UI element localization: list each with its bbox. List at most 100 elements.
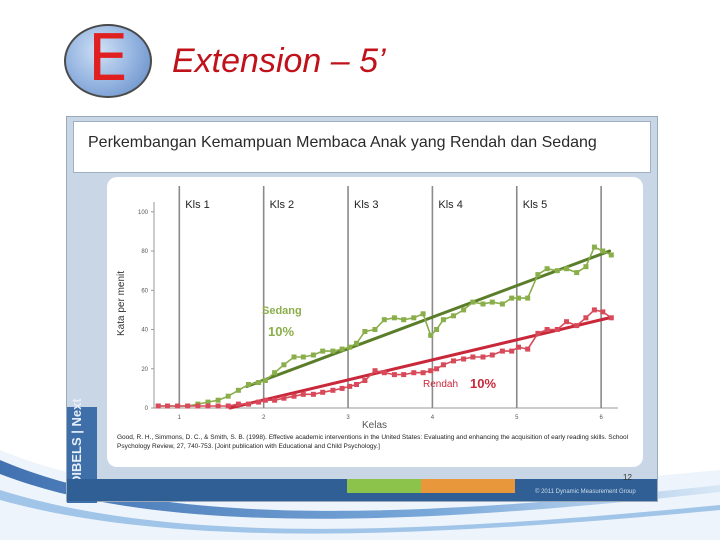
y-axis-label: Kata per menit <box>116 271 127 336</box>
data-point-sedang <box>440 317 446 323</box>
data-point-rendah <box>489 352 495 358</box>
trendline-rendah <box>228 316 612 410</box>
data-point-rendah <box>256 399 262 405</box>
data-point-rendah <box>330 387 336 393</box>
data-point-rendah <box>420 370 426 376</box>
data-point-sedang <box>300 354 306 360</box>
data-point-rendah <box>434 366 440 372</box>
data-point-sedang <box>235 387 241 393</box>
data-point-sedang <box>272 370 278 376</box>
x-axis-label: Kelas <box>362 420 387 431</box>
data-point-sedang <box>489 299 495 305</box>
data-point-rendah <box>205 403 211 409</box>
data-point-rendah <box>411 370 417 376</box>
data-point-sedang <box>535 272 541 278</box>
data-point-sedang <box>509 295 515 301</box>
data-point-sedang <box>434 327 440 332</box>
data-point-rendah <box>165 403 170 409</box>
data-point-sedang <box>554 268 560 274</box>
data-point-rendah <box>564 319 569 325</box>
data-point-sedang <box>480 301 486 307</box>
data-point-sedang <box>372 327 378 332</box>
data-point-rendah <box>461 356 467 362</box>
data-point-sedang <box>330 348 336 354</box>
data-point-rendah <box>372 368 378 374</box>
rendah-label: Rendah <box>423 379 458 390</box>
y-tick-label: 20 <box>141 367 148 373</box>
chart-title: Perkembangan Kemampuan Membaca Anak yang… <box>88 134 597 151</box>
data-point-rendah <box>155 403 161 409</box>
data-point-sedang <box>381 317 387 323</box>
data-point-rendah <box>554 327 560 332</box>
sedang-label: Sedang <box>262 305 302 317</box>
badge-letter: E <box>87 22 129 96</box>
data-point-sedang <box>347 344 353 350</box>
data-point-sedang <box>583 264 589 270</box>
x-tick-label: 6 <box>599 415 603 421</box>
data-point-rendah <box>574 323 580 329</box>
data-point-sedang <box>215 397 221 403</box>
footer-green-block <box>347 479 421 493</box>
citation-text: Good, R. H., Simmons, D. C., & Smith, S.… <box>117 434 629 450</box>
data-point-rendah <box>300 391 306 397</box>
data-point-rendah <box>516 344 521 350</box>
data-point-sedang <box>516 295 521 301</box>
slide-title: Extension – 5’ <box>172 42 386 80</box>
grade-label: Kls 1 <box>185 199 209 211</box>
data-point-sedang <box>461 307 467 313</box>
data-point-sedang <box>362 329 368 334</box>
data-point-sedang <box>470 299 476 305</box>
y-tick-label: 0 <box>145 406 149 412</box>
badge-circle <box>64 24 152 98</box>
data-point-rendah <box>354 382 359 387</box>
panel-header: Perkembangan Kemampuan Membaca Anak yang… <box>73 121 651 173</box>
y-tick-label: 40 <box>141 328 148 334</box>
data-point-rendah <box>225 403 231 409</box>
copyright-text: © 2011 Dynamic Measurement Group <box>535 489 636 495</box>
data-point-rendah <box>310 391 316 397</box>
data-point-sedang <box>591 244 597 250</box>
page-number: 12 <box>623 473 632 482</box>
data-point-rendah <box>583 315 589 321</box>
x-tick-label: 1 <box>178 415 182 421</box>
data-point-rendah <box>381 370 387 376</box>
data-point-rendah <box>391 372 397 378</box>
data-point-rendah <box>428 368 434 374</box>
axes: 0 20 40 60 80 100 1 2 3 4 5 6 <box>138 202 618 421</box>
data-point-sedang <box>256 380 262 385</box>
data-point-sedang <box>225 393 231 399</box>
data-point-sedang <box>544 266 550 272</box>
series-line-rendah <box>158 309 612 407</box>
data-point-rendah <box>470 354 476 360</box>
rendah-percent: 10% <box>470 376 496 391</box>
grade-dividers: Kls 1 Kls 2 Kls 3 Kls 4 Kls 5 <box>178 186 602 408</box>
data-point-sedang <box>205 399 211 405</box>
data-point-sedang <box>354 340 359 346</box>
data-point-rendah <box>215 403 221 409</box>
data-point-sedang <box>564 266 569 272</box>
data-point-rendah <box>185 403 191 409</box>
data-point-rendah <box>525 346 531 352</box>
data-point-rendah <box>195 403 201 409</box>
x-tick-label: 4 <box>431 415 435 421</box>
data-point-sedang <box>428 332 434 338</box>
data-point-rendah <box>600 309 606 315</box>
data-point-rendah <box>175 403 181 409</box>
data-point-sedang <box>310 352 316 358</box>
data-point-rendah <box>362 378 368 383</box>
data-point-rendah <box>262 397 268 403</box>
x-tick-label: 5 <box>515 415 519 421</box>
data-point-sedang <box>339 346 345 352</box>
data-point-rendah <box>608 315 614 321</box>
grade-label: Kls 3 <box>354 199 378 211</box>
x-tick-label: 2 <box>262 415 266 421</box>
data-point-rendah <box>272 397 278 403</box>
data-point-sedang <box>281 362 287 368</box>
data-point-sedang <box>451 313 456 319</box>
data-point-rendah <box>535 330 541 336</box>
data-point-rendah <box>246 401 251 407</box>
data-point-rendah <box>591 307 597 313</box>
data-point-rendah <box>291 393 297 399</box>
